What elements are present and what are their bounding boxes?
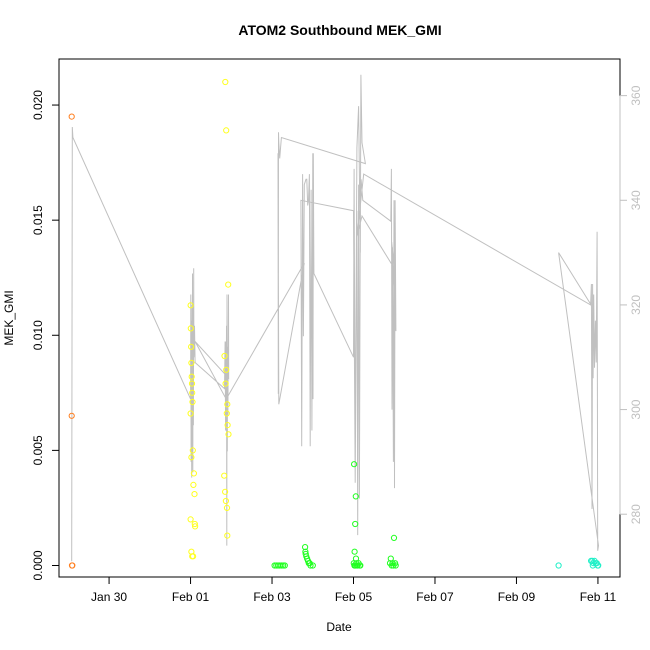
data-point (309, 562, 316, 569)
data-point (281, 562, 288, 569)
x-tick-label: Feb 03 (253, 590, 291, 604)
data-point (187, 410, 194, 417)
data-point (68, 412, 75, 419)
data-point (278, 562, 285, 569)
x-tick-label: Feb 05 (335, 590, 373, 604)
data-point (191, 520, 198, 528)
data-point (187, 302, 194, 309)
y2-tick-label: 280 (629, 504, 643, 524)
data-point (223, 366, 230, 373)
data-point (190, 470, 197, 477)
data-point (223, 410, 230, 417)
data-point (307, 562, 314, 569)
y-axis-label: MEK_GMI (2, 290, 16, 345)
data-point (68, 113, 75, 120)
data-point (222, 488, 229, 495)
data-point (192, 523, 199, 530)
data-point (189, 389, 196, 396)
data-point (188, 380, 196, 387)
data-point (280, 562, 287, 569)
y2-tick-label: 300 (629, 399, 643, 419)
y-tick-label: 0.015 (31, 205, 45, 235)
data-point (224, 422, 231, 429)
data-point (221, 472, 228, 479)
data-point (190, 481, 197, 488)
x-tick-label: Feb 11 (580, 590, 617, 604)
data-point (69, 562, 76, 569)
y2-tick-label: 360 (629, 85, 643, 105)
data-point (188, 343, 195, 350)
data-point (188, 454, 195, 461)
data-point (223, 127, 230, 134)
y-tick-label: 0.005 (31, 435, 45, 465)
y-axis: 0.000 0.005 0.010 0.015 0.020 (31, 90, 60, 581)
data-point (222, 497, 229, 505)
data-point (224, 532, 231, 539)
data-point (357, 562, 364, 569)
y-tick-label: 0.010 (31, 320, 45, 350)
y2-tick-label: 320 (629, 295, 643, 315)
data-point (188, 373, 195, 380)
x-tick-label: Feb 07 (416, 590, 454, 604)
x-axis-label: Date (326, 620, 352, 634)
data-point (187, 516, 194, 523)
line-layer (71, 74, 600, 562)
y-tick-label: 0.020 (31, 90, 45, 120)
y-tick-label: 0.000 (31, 550, 45, 580)
data-point (352, 520, 359, 528)
y2-tick-label: 340 (629, 190, 643, 210)
data-point (222, 78, 229, 86)
data-point (222, 380, 229, 387)
data-point (225, 431, 232, 438)
points-layer (68, 78, 602, 569)
data-point (351, 548, 358, 555)
series-line (71, 74, 600, 562)
data-point (190, 553, 197, 560)
data-point (188, 359, 195, 366)
x-axis: Jan 30 Feb 01 Feb 03 Feb 05 Feb 07 Feb 09 Feb … (91, 576, 617, 604)
data-point (191, 491, 198, 498)
x-tick-label: Feb 09 (498, 590, 536, 604)
point-group-1 (187, 78, 232, 560)
data-point (589, 562, 596, 569)
data-point (223, 504, 231, 511)
y2-axis: 280 300 320 340 360 (619, 85, 643, 524)
x-tick-label: Feb 01 (172, 590, 210, 604)
data-point (352, 493, 359, 500)
data-point (302, 544, 309, 551)
data-point (189, 398, 196, 406)
point-group-3 (555, 557, 602, 569)
x-tick-label: Jan 30 (91, 590, 127, 604)
data-point (390, 534, 398, 542)
data-point (224, 401, 231, 408)
data-point (351, 461, 358, 468)
point-group-2 (271, 461, 399, 569)
data-point (189, 447, 196, 454)
data-point (555, 562, 562, 569)
data-point (225, 281, 232, 288)
data-point (187, 325, 194, 332)
chart-title: ATOM2 Southbound MEK_GMI (238, 22, 441, 38)
data-point (392, 562, 399, 569)
point-group-0 (68, 113, 76, 569)
data-point (221, 352, 228, 360)
plot-area-frame (58, 58, 621, 578)
